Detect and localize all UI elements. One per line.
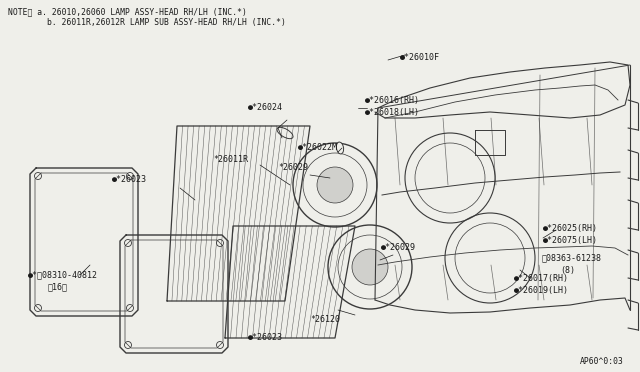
Text: b. 26011R,26012R LAMP SUB ASSY-HEAD RH/LH (INC.*): b. 26011R,26012R LAMP SUB ASSY-HEAD RH/L… (8, 19, 286, 28)
Text: ●*26010F: ●*26010F (400, 54, 440, 62)
Text: （16）: （16） (48, 282, 68, 292)
Text: ●*26023: ●*26023 (112, 176, 147, 185)
Text: ●*26018(LH): ●*26018(LH) (365, 108, 420, 116)
Circle shape (352, 249, 388, 285)
Text: ●*26019(LH): ●*26019(LH) (514, 285, 569, 295)
Text: ●*Ⓝ08310-40812: ●*Ⓝ08310-40812 (28, 270, 98, 279)
Ellipse shape (277, 127, 293, 139)
Text: Ⓝ08363-61238: Ⓝ08363-61238 (542, 253, 602, 263)
Text: ●*26024: ●*26024 (248, 103, 283, 112)
Text: NOTE） a. 26010,26060 LAMP ASSY-HEAD RH/LH (INC.*): NOTE） a. 26010,26060 LAMP ASSY-HEAD RH/L… (8, 7, 247, 16)
Text: ●*26075(LH): ●*26075(LH) (543, 235, 598, 244)
Text: AP60^0:03: AP60^0:03 (580, 357, 624, 366)
Text: ●*26017(RH): ●*26017(RH) (514, 273, 569, 282)
Ellipse shape (337, 142, 344, 154)
Text: ●*26016(RH): ●*26016(RH) (365, 96, 420, 105)
Text: (8): (8) (560, 266, 575, 275)
Text: ●*26029: ●*26029 (381, 244, 416, 253)
Text: *26029: *26029 (278, 164, 308, 173)
Text: ●*26023: ●*26023 (248, 334, 283, 343)
Circle shape (317, 167, 353, 203)
Text: ●*26025(RH): ●*26025(RH) (543, 224, 598, 232)
Text: *26011R: *26011R (213, 155, 248, 164)
Text: ●*26022M: ●*26022M (298, 144, 338, 153)
Text: *26120: *26120 (310, 315, 340, 324)
